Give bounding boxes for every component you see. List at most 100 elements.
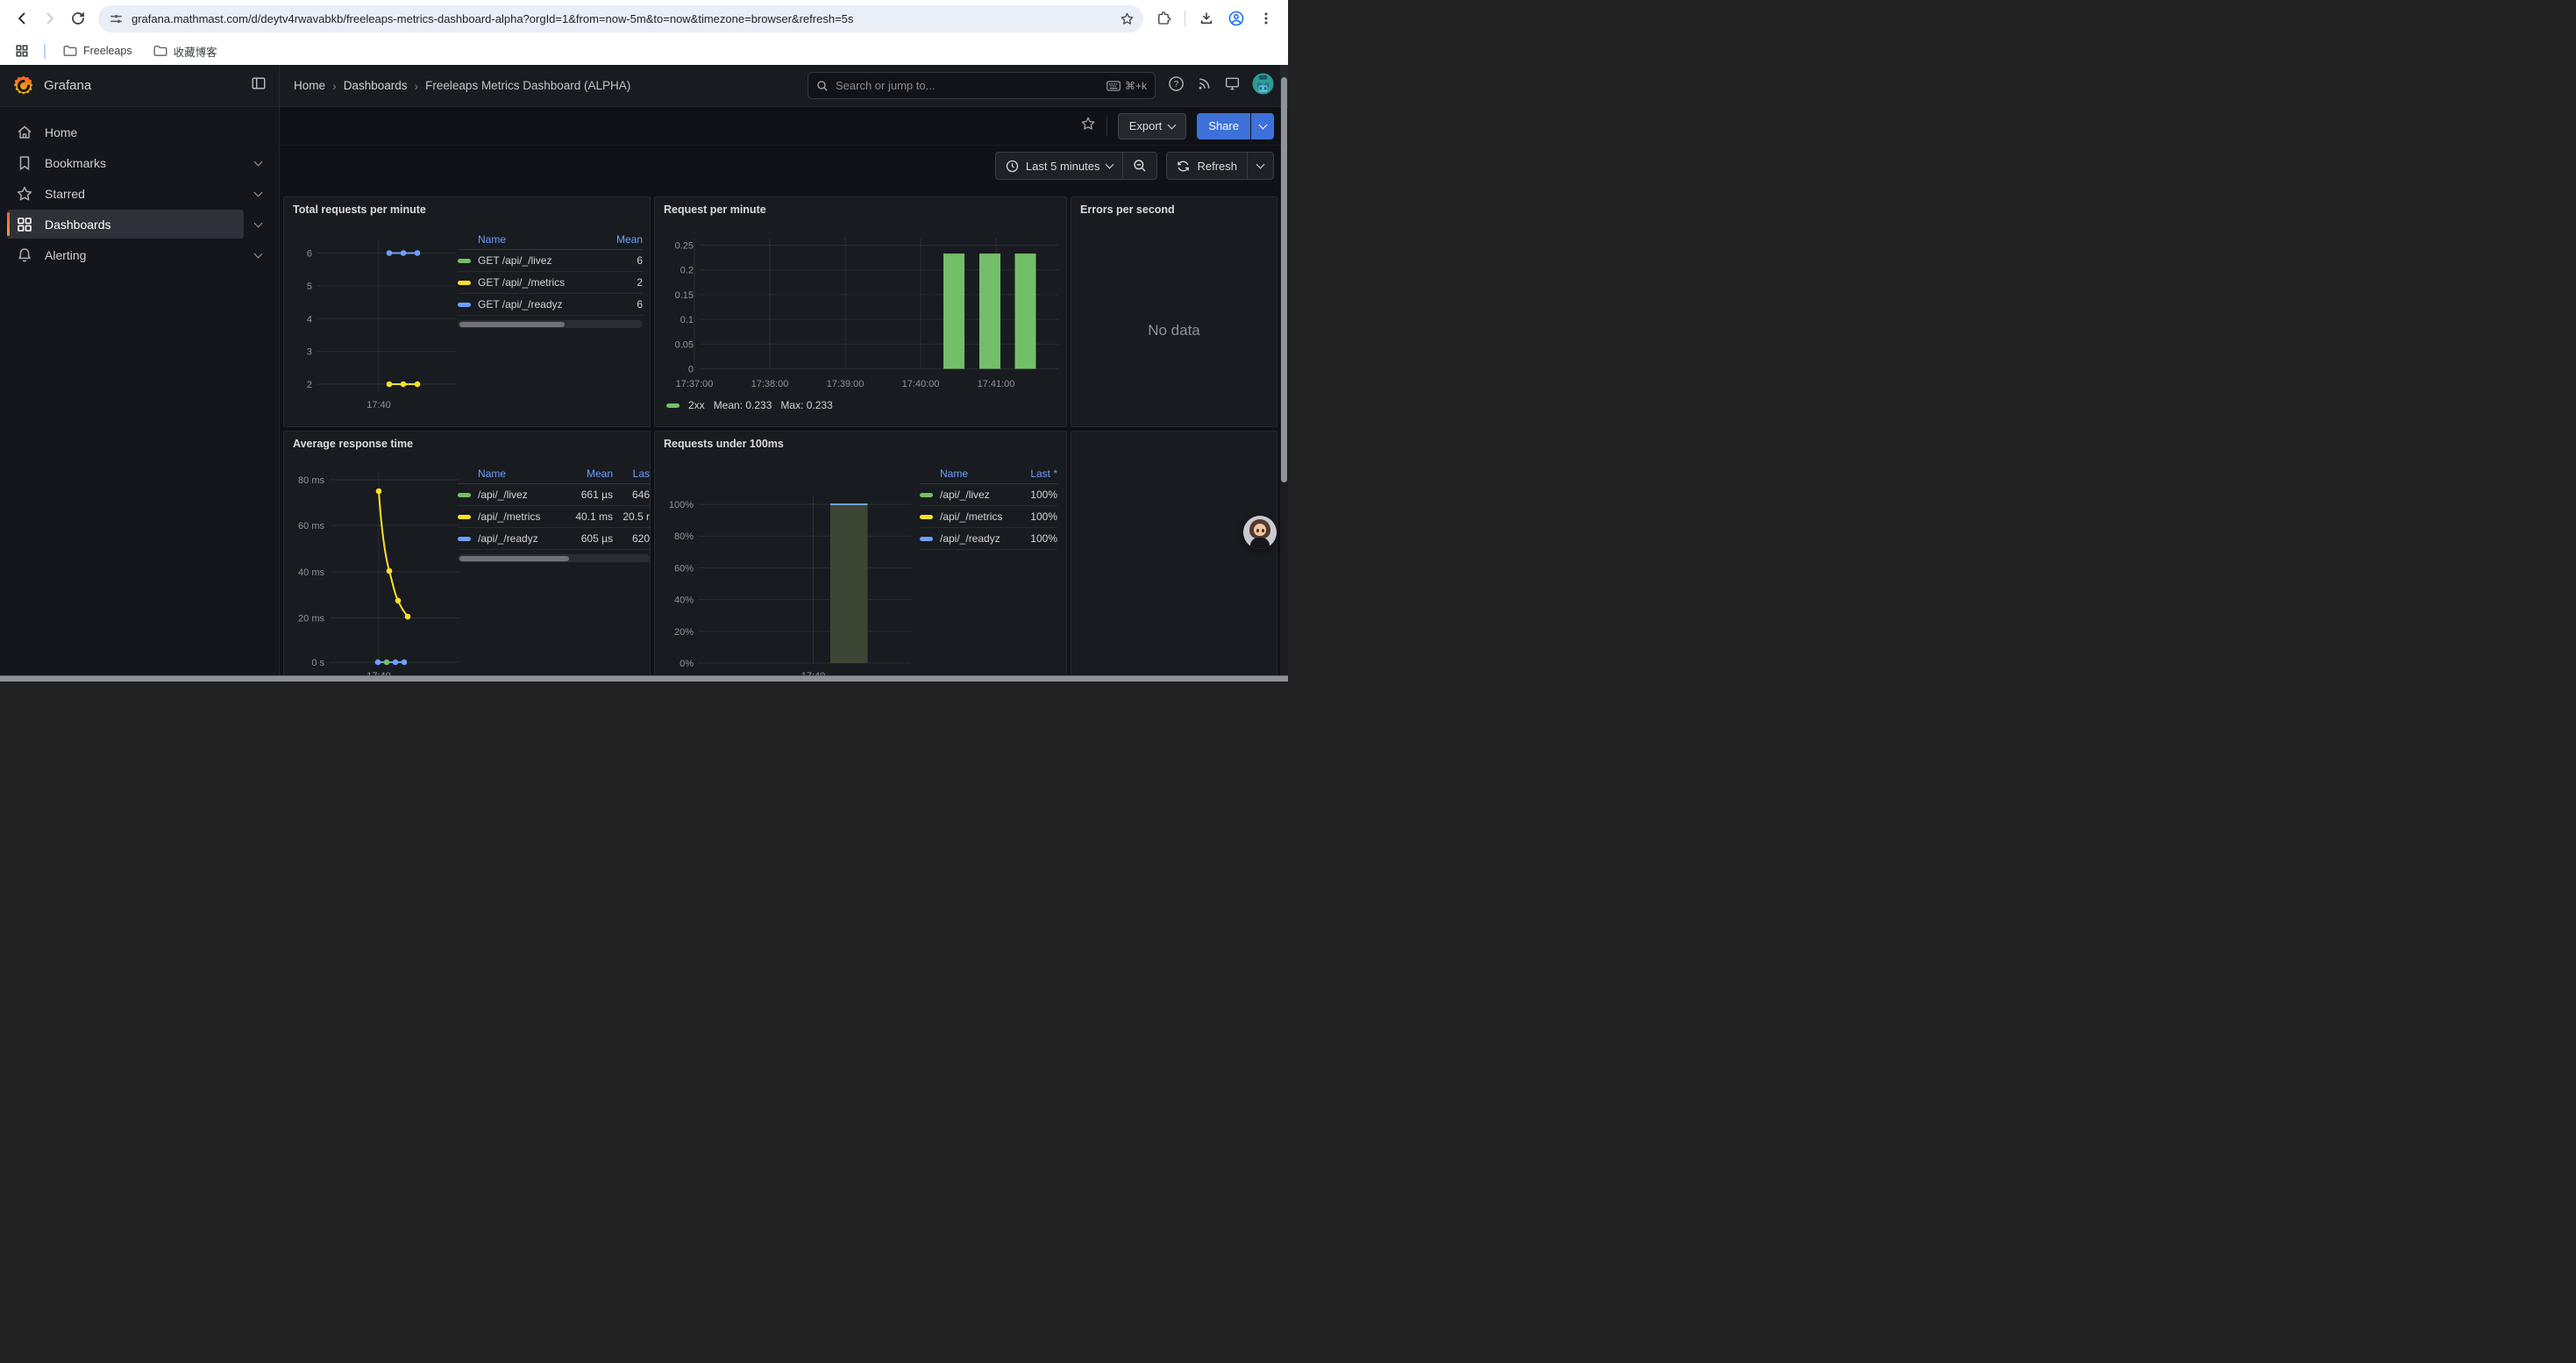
legend-row[interactable]: GET /api/_/readyz6 — [458, 294, 643, 316]
series-color-pill — [458, 281, 471, 285]
sidebar-expand-button[interactable] — [244, 240, 272, 269]
legend-row[interactable]: /api/_/readyz605 µs620 — [458, 528, 650, 550]
legend-column-header[interactable]: Name — [940, 467, 1015, 480]
legend-row[interactable]: /api/_/metrics100% — [920, 506, 1057, 528]
panel-title: Requests under 100ms — [655, 432, 1066, 450]
sidebar-expand-button[interactable] — [244, 210, 272, 239]
grafana-top-nav: Grafana Home›Dashboards›Freeleaps Metric… — [0, 65, 1288, 107]
sidebar-expand-button[interactable] — [244, 148, 272, 177]
bookmark-star-button[interactable] — [1115, 7, 1138, 30]
forward-button[interactable] — [37, 5, 63, 32]
series-value: 646 — [613, 489, 650, 501]
help-button[interactable]: ? — [1168, 75, 1185, 96]
share-button[interactable]: Share — [1197, 113, 1250, 139]
svg-text:17:40: 17:40 — [366, 400, 391, 410]
rss-icon — [1196, 75, 1213, 92]
vertical-scrollbar[interactable] — [1280, 65, 1288, 675]
sidebar-toggle-button[interactable] — [251, 75, 267, 96]
series-value: 661 µs — [560, 489, 613, 501]
legend-table: NameMeanLas/api/_/livez661 µs646/api/_/m… — [458, 463, 650, 562]
refresh-button[interactable]: Refresh — [1167, 153, 1247, 179]
sidebar-item-dashboards[interactable]: Dashboards — [7, 210, 244, 239]
sidebar-item-alerting[interactable]: Alerting — [7, 240, 244, 269]
refresh-interval-button[interactable] — [1247, 153, 1273, 179]
bookmark-folder-freeleaps[interactable]: Freeleaps — [56, 42, 139, 60]
sidebar-item-label: Home — [45, 125, 77, 139]
browser-toolbar: grafana.mathmast.com/d/deytv4rwavabkb/fr… — [0, 0, 1288, 37]
floating-assistant-avatar[interactable] — [1243, 516, 1277, 549]
browser-menu-button[interactable] — [1253, 5, 1279, 32]
breadcrumb-item-dashboards[interactable]: Dashboards — [344, 79, 408, 92]
legend-row[interactable]: /api/_/metrics40.1 ms20.5 r — [458, 506, 650, 528]
sidebar-item-home[interactable]: Home — [7, 118, 272, 146]
legend-scrollbar-thumb[interactable] — [459, 322, 565, 327]
breadcrumb-item-freeleaps-metrics-dashboard-alpha-: Freeleaps Metrics Dashboard (ALPHA) — [425, 79, 630, 92]
legend-column-header[interactable]: Name — [478, 233, 599, 246]
back-button[interactable] — [9, 5, 35, 32]
legend-scrollbar-thumb[interactable] — [459, 556, 569, 561]
series-name: GET /api/_/readyz — [478, 298, 599, 310]
extensions-button[interactable] — [1150, 5, 1177, 32]
legend-row[interactable]: GET /api/_/livez6 — [458, 250, 643, 272]
legend-row[interactable]: /api/_/livez661 µs646 — [458, 484, 650, 506]
chevron-down-icon — [1106, 161, 1114, 169]
series-color-pill — [458, 537, 471, 541]
request-per-minute-chart[interactable]: 0.250.20.150.10.05017:37:0017:38:0017:39… — [658, 220, 1064, 406]
monitor-button[interactable] — [1224, 75, 1241, 96]
svg-text:6: 6 — [307, 249, 312, 260]
legend-row[interactable]: /api/_/livez100% — [920, 484, 1057, 506]
nav-right: Home›Dashboards›Freeleaps Metrics Dashbo… — [280, 65, 1288, 106]
downloads-button[interactable] — [1193, 5, 1220, 32]
vertical-scrollbar-thumb[interactable] — [1281, 77, 1287, 482]
legend-row[interactable]: /api/_/readyz100% — [920, 528, 1057, 550]
breadcrumb-item-home[interactable]: Home — [294, 79, 325, 92]
export-button[interactable]: Export — [1118, 113, 1187, 139]
chevron-down-icon — [253, 218, 262, 227]
total-requests-chart[interactable]: 6543217:40 — [288, 220, 459, 413]
series-value: 605 µs — [560, 532, 613, 545]
sidebar-expand-button[interactable] — [244, 179, 272, 208]
legend-column-header[interactable]: Name — [478, 467, 560, 480]
profile-button[interactable] — [1223, 5, 1249, 32]
share-menu-button[interactable] — [1251, 113, 1274, 139]
series-name: /api/_/livez — [940, 489, 1015, 501]
refresh-group: Refresh — [1166, 152, 1274, 180]
series-value: 6 — [599, 254, 643, 267]
legend-column-header[interactable]: Las — [613, 467, 650, 480]
time-range-group: Last 5 minutes — [995, 152, 1158, 180]
news-button[interactable] — [1196, 75, 1213, 96]
svg-text:17:40:00: 17:40:00 — [902, 379, 940, 389]
user-avatar[interactable] — [1252, 73, 1274, 99]
series-value: 100% — [1015, 510, 1057, 523]
requests-under-100ms-chart[interactable]: 100%80%60%40%20%0%17:40 — [658, 454, 916, 682]
horizontal-scrollbar[interactable] — [0, 675, 1288, 682]
series-color-pill — [458, 515, 471, 519]
panel-title: Request per minute — [655, 197, 1066, 216]
sidebar-item-bookmarks[interactable]: Bookmarks — [7, 148, 244, 177]
profile-icon — [1228, 10, 1245, 27]
legend-table: NameMean GET /api/_/livez6GET /api/_/metr… — [458, 229, 643, 328]
sidebar: Home BookmarksStarredDashboardsAlerting — [0, 107, 280, 682]
legend-column-header[interactable]: Mean — [560, 467, 613, 480]
avg-response-time-chart[interactable]: 80 ms60 ms40 ms20 ms0 s17:40 — [288, 454, 463, 682]
series-color-pill — [920, 515, 933, 519]
legend-row[interactable]: GET /api/_/metrics2 — [458, 272, 643, 294]
legend-scrollbar[interactable] — [458, 320, 643, 328]
legend-column-header[interactable]: Mean — [599, 233, 643, 246]
zoom-out-button[interactable] — [1122, 153, 1156, 179]
legend-column-header[interactable]: Last * — [1015, 467, 1057, 480]
avatar-eye — [1256, 529, 1259, 532]
chart-legend[interactable]: 2xx Mean: 0.233 Max: 0.233 — [666, 399, 833, 411]
apps-shortcut-button[interactable] — [11, 39, 33, 62]
favorite-dashboard-button[interactable] — [1080, 116, 1096, 136]
reload-button[interactable] — [65, 5, 91, 32]
toolbar-icons — [1150, 5, 1279, 32]
sidebar-item-starred[interactable]: Starred — [7, 179, 244, 208]
legend-scrollbar[interactable] — [458, 554, 650, 562]
bookmark-folder-blogs[interactable]: 收藏博客 — [146, 40, 224, 62]
series-max: Max: 0.233 — [780, 399, 832, 411]
search-input[interactable]: Search or jump to... ⌘+k — [808, 72, 1156, 99]
url-bar[interactable]: grafana.mathmast.com/d/deytv4rwavabkb/fr… — [98, 5, 1143, 32]
series-name: /api/_/metrics — [940, 510, 1015, 523]
time-range-picker[interactable]: Last 5 minutes — [996, 153, 1123, 179]
